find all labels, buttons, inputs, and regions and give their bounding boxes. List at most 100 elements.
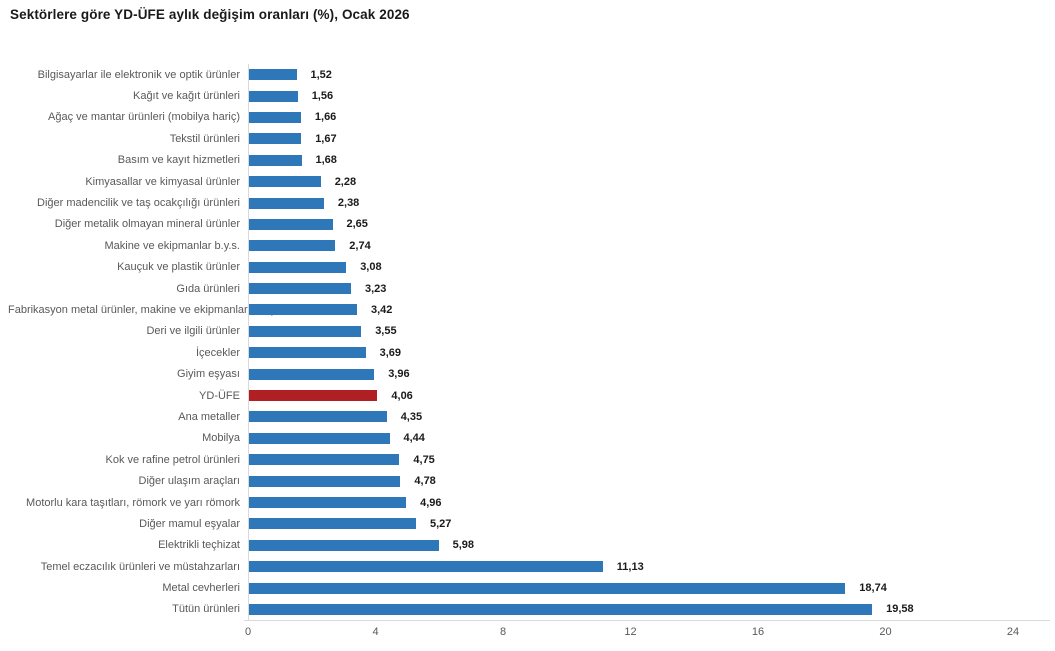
category-label: Metal cevherleri — [162, 582, 240, 595]
bar[interactable] — [248, 133, 302, 145]
bar[interactable] — [248, 368, 375, 380]
plot-cell: 1,52 — [248, 64, 1050, 85]
bar[interactable] — [248, 90, 298, 102]
plot-cell: 2,74 — [248, 235, 1050, 256]
plot-cell: 1,56 — [248, 85, 1050, 106]
bar[interactable] — [248, 454, 400, 466]
category-label: Mobilya — [202, 432, 240, 445]
bar[interactable] — [248, 218, 333, 230]
plot-cell: 3,08 — [248, 257, 1050, 278]
plot-cell: 19,58 — [248, 599, 1050, 620]
category-label: Diğer metalik olmayan mineral ürünler — [54, 218, 240, 231]
x-axis-ticks: 0 4 8 12 16 20 24 — [8, 626, 1050, 642]
bar-row: Temel eczacılık ürünleri ve müstahzarlar… — [8, 556, 1050, 577]
category-label: Ağaç ve mantar ürünleri (mobilya hariç) — [48, 111, 240, 124]
bar[interactable] — [248, 497, 407, 508]
bar-row: Kimyasallar ve kimyasal ürünler 2,28 — [8, 171, 1050, 192]
bar-row: Kauçuk ve plastik ürünler 3,08 — [8, 257, 1050, 278]
category-label: Kok ve rafine petrol ürünleri — [105, 453, 240, 466]
bar-row: Diğer mamul eşyalar 5,27 — [8, 513, 1050, 534]
bar-row: Tütün ürünleri 19,58 — [8, 599, 1050, 620]
bar[interactable] — [248, 582, 846, 594]
bar[interactable] — [248, 411, 387, 423]
bar-row: Motorlu kara taşıtları, römork ve yarı r… — [8, 492, 1050, 513]
category-label: Basım ve kayıt hizmetleri — [117, 154, 240, 167]
plot-cell: 3,96 — [248, 363, 1050, 384]
x-tick-label: 4 — [372, 626, 379, 638]
bar-row: Gıda ürünleri 3,23 — [8, 278, 1050, 299]
bar[interactable] — [248, 561, 603, 573]
category-label: Temel eczacılık ürünleri ve müstahzarlar… — [40, 560, 240, 573]
category-label: Diğer madencilik ve taş ocakçılığı ürünl… — [37, 197, 240, 210]
category-label: Tekstil ürünleri — [169, 132, 240, 145]
bar-row: İçecekler 3,69 — [8, 342, 1050, 363]
plot-cell: 4,78 — [248, 470, 1050, 491]
x-tick-label: 8 — [499, 626, 507, 638]
bar-row: Diğer madencilik ve taş ocakçılığı ürünl… — [8, 192, 1050, 213]
bar-row: YD-ÜFE 4,06 — [8, 385, 1050, 406]
plot-cell: 1,66 — [248, 107, 1050, 128]
bar[interactable] — [248, 240, 336, 252]
bar[interactable] — [248, 176, 321, 188]
x-tick-label: 12 — [624, 626, 637, 638]
bar-row: Bilgisayarlar ile elektronik ve optik ür… — [8, 64, 1050, 85]
bar[interactable] — [248, 518, 416, 530]
y-axis-line — [248, 64, 249, 620]
bar[interactable] — [248, 283, 351, 295]
value-label: 5,27 — [430, 517, 452, 530]
plot-cell: 5,98 — [248, 535, 1050, 556]
bar[interactable] — [248, 603, 873, 615]
category-label: Giyim eşyası — [177, 368, 240, 381]
bar-row: Fabrikasyon metal ürünler, makine ve eki… — [8, 299, 1050, 320]
category-label: Diğer mamul eşyalar — [139, 517, 240, 530]
value-label: 3,42 — [371, 303, 393, 316]
bar-row: Elektrikli teçhizat 5,98 — [8, 535, 1050, 556]
category-label: Kauçuk ve plastik ürünler — [117, 261, 240, 274]
bar-row: Mobilya 4,44 — [8, 428, 1050, 449]
plot-cell: 3,42 — [248, 299, 1050, 320]
plot-cell: 3,69 — [248, 342, 1050, 363]
bar[interactable] — [248, 347, 366, 359]
bar[interactable] — [248, 197, 324, 209]
bar[interactable] — [248, 539, 439, 551]
value-label: 2,38 — [337, 197, 360, 210]
category-label: Deri ve ilgili ürünler — [146, 325, 240, 338]
bar-row: Deri ve ilgili ürünler 3,55 — [8, 321, 1050, 342]
plot-cell: 4,75 — [248, 449, 1050, 470]
plot-cell: 11,13 — [248, 556, 1050, 577]
x-tick-label: 0 — [244, 626, 252, 638]
category-label: İçecekler — [195, 346, 240, 359]
category-label: Gıda ürünleri — [176, 282, 240, 295]
value-label: 3,96 — [388, 368, 410, 381]
x-axis-line — [244, 620, 1050, 621]
value-label: 1,67 — [315, 132, 337, 145]
bar[interactable] — [248, 111, 301, 123]
bar-row: Ağaç ve mantar ürünleri (mobilya hariç) 1… — [8, 107, 1050, 128]
bar-row: Diğer metalik olmayan mineral ürünler 2,6… — [8, 214, 1050, 235]
value-label: 3,69 — [379, 346, 402, 359]
bar-chart: Bilgisayarlar ile elektronik ve optik ür… — [8, 64, 1050, 651]
bar[interactable] — [248, 325, 362, 337]
bar[interactable] — [248, 69, 297, 81]
category-label: Ana metaller — [178, 410, 240, 423]
value-label: 4,78 — [414, 475, 436, 488]
value-label: 1,52 — [310, 68, 332, 81]
highlight-bar[interactable] — [248, 390, 378, 402]
category-label: Bilgisayarlar ile elektronik ve optik ür… — [37, 68, 240, 81]
plot-cell: 3,55 — [248, 321, 1050, 342]
bar-row: Giyim eşyası 3,96 — [8, 363, 1050, 384]
value-label: 3,55 — [375, 325, 397, 338]
bar[interactable] — [248, 261, 347, 273]
plot-cell: 2,28 — [248, 171, 1050, 192]
bar-row: Tekstil ürünleri 1,67 — [8, 128, 1050, 149]
bar[interactable] — [248, 432, 390, 444]
plot-cell: 1,68 — [248, 150, 1050, 171]
value-label: 4,96 — [420, 496, 442, 509]
plot-cell: 1,67 — [248, 128, 1050, 149]
value-label: 18,74 — [859, 582, 887, 595]
bar[interactable] — [248, 475, 401, 487]
bar[interactable] — [248, 304, 357, 316]
plot-cell: 2,38 — [248, 192, 1050, 213]
value-label: 2,74 — [349, 239, 371, 252]
bar[interactable] — [248, 154, 302, 166]
